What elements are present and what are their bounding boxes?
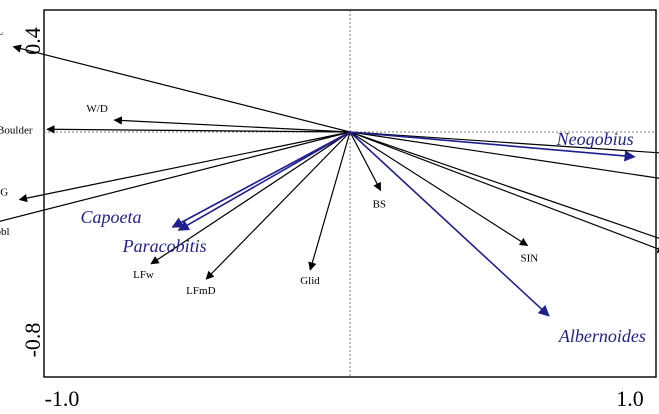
env-arrow-veg xyxy=(18,131,351,203)
x-tick-label-right: 1.0 xyxy=(616,386,644,411)
species-arrow-neogobius xyxy=(349,131,636,162)
species-arrow-albernoides xyxy=(349,131,550,317)
species-arrow-capoeta xyxy=(171,131,351,228)
species-label-paracobitis: Paracobitis xyxy=(122,236,207,256)
env-label-cobbl: Cobbl xyxy=(0,226,10,238)
env-label-glid: Glid xyxy=(300,275,320,287)
env-label-bs: BS xyxy=(373,198,386,210)
env-arrow-snag xyxy=(349,131,659,154)
env-arrow-boulder xyxy=(46,125,351,134)
env-arrow-lfw xyxy=(150,131,351,265)
env-arrow-sin xyxy=(349,131,529,246)
env-arrow-w-d xyxy=(113,116,351,133)
env-label-rifl: RIFL xyxy=(0,26,4,38)
y-tick-label-bottom: -0.8 xyxy=(20,323,45,358)
env-label-sin: SIN xyxy=(520,252,538,264)
env-arrow-rifl xyxy=(12,44,351,133)
x-tick-label-left: -1.0 xyxy=(45,386,80,411)
species-label-albernoides: Albernoides xyxy=(558,326,646,346)
environment-labels: RIFLW/DBoulderVEGCobblLFwLFmDGlidBSSINSa… xyxy=(0,26,538,297)
env-arrow-pool xyxy=(349,131,659,253)
environment-arrows xyxy=(0,44,659,280)
species-arrows xyxy=(171,131,636,317)
species-labels: Neogobius Capoeta Paracobitis Albernoides xyxy=(81,129,646,346)
env-arrow-cobbl xyxy=(0,131,351,222)
env-arrow-bs xyxy=(349,131,382,192)
env-arrow-silt xyxy=(349,131,659,179)
env-label-boulder: Boulder xyxy=(0,124,33,136)
env-label-w-d: W/D xyxy=(86,103,107,115)
env-label-veg: VEG xyxy=(0,187,8,199)
env-label-lfmd: LFmD xyxy=(186,285,215,297)
species-arrow-paracobitis xyxy=(177,131,351,231)
species-label-neogobius: Neogobius xyxy=(556,129,634,149)
species-label-capoeta: Capoeta xyxy=(81,207,142,227)
env-label-lfw: LFw xyxy=(133,269,154,281)
plot-frame xyxy=(43,9,657,378)
env-arrow-sand xyxy=(349,131,659,239)
env-arrow-glid xyxy=(308,131,351,271)
y-tick-label-top: 0.4 xyxy=(20,27,45,55)
env-arrow-lfmd xyxy=(205,131,351,280)
